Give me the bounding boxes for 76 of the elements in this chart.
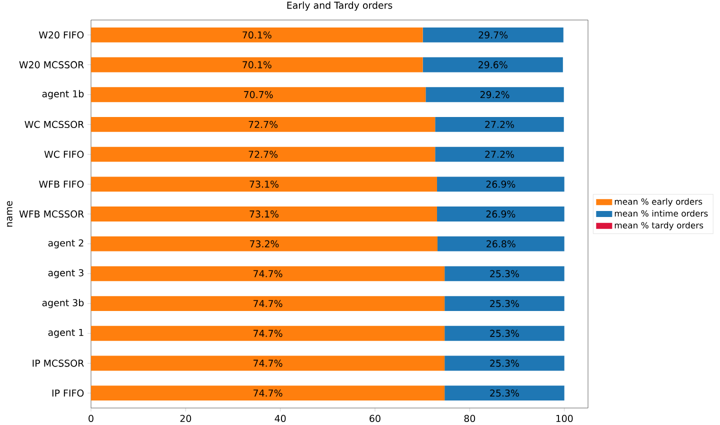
y-tick-label: IP FIFO — [52, 389, 84, 397]
bar — [422, 57, 563, 72]
data-label: 29.7% — [478, 31, 508, 39]
data-label: 73.1% — [250, 210, 279, 218]
y-tick-label: WFB FIFO — [39, 180, 84, 188]
bar — [91, 356, 445, 371]
y-tick-label: W20 MCSSOR — [19, 61, 84, 68]
data-label: 26.8% — [486, 240, 516, 248]
bar — [444, 266, 564, 282]
y-tick-label: WC FIFO — [44, 150, 84, 158]
x-tick-label: 0 — [88, 414, 94, 422]
x-tick-label: 40 — [274, 414, 286, 422]
legend-label: mean % intime orders — [614, 210, 708, 217]
bar — [426, 87, 564, 102]
data-label: 25.3% — [490, 360, 519, 367]
y-tick-label: W20 FIFO — [38, 31, 84, 39]
data-label: 73.1% — [250, 180, 279, 188]
data-label: 27.2% — [485, 120, 514, 128]
data-label: 72.7% — [248, 150, 278, 158]
legend-label: mean % early orders — [614, 198, 702, 206]
bar — [91, 236, 438, 252]
bar — [91, 146, 436, 162]
bar — [444, 386, 564, 401]
data-label: 74.7% — [254, 330, 282, 337]
data-label: 74.7% — [254, 360, 282, 367]
y-tick-label: WC MCSSOR — [24, 120, 84, 128]
bar — [444, 356, 564, 371]
data-label: 74.7% — [254, 389, 282, 397]
y-tick-label: agent 3b — [42, 298, 84, 308]
data-label: 26.9% — [486, 210, 516, 218]
bar — [437, 236, 564, 252]
y-tick-label: agent 1 — [48, 328, 84, 338]
data-label: 70.1% — [242, 31, 272, 39]
y-tick-label: WFB MCSSOR — [19, 210, 84, 218]
bar — [435, 146, 564, 162]
bar — [91, 27, 423, 42]
bar — [91, 326, 445, 341]
data-label: 25.3% — [490, 270, 519, 278]
data-label: 25.3% — [490, 330, 519, 337]
data-label: 70.1% — [242, 61, 272, 68]
x-tick-label: 80 — [464, 414, 476, 422]
bar — [444, 326, 564, 341]
y-axis-title: name — [6, 201, 12, 227]
bar — [91, 386, 445, 401]
bar — [437, 206, 564, 222]
bar — [91, 206, 438, 222]
bar — [91, 87, 426, 102]
x-tick-label: 100 — [556, 414, 573, 422]
data-label: 73.2% — [250, 240, 279, 248]
data-label: 27.2% — [485, 150, 514, 158]
bar — [422, 27, 564, 42]
y-tick-label: IP MCSSOR — [32, 360, 84, 367]
bar — [91, 117, 436, 132]
legend-label: mean % tardy orders — [614, 222, 704, 230]
x-tick-label: 60 — [370, 414, 380, 422]
data-label: 74.7% — [254, 270, 282, 278]
y-tick-label: agent 1b — [42, 90, 84, 100]
data-label: 29.2% — [480, 91, 510, 98]
data-label: 26.9% — [486, 180, 516, 188]
bar — [444, 296, 564, 312]
bar — [91, 176, 438, 192]
bar — [91, 296, 445, 312]
y-tick-label: agent 3 — [48, 269, 84, 278]
bar — [91, 266, 445, 282]
data-label: 25.3% — [490, 389, 519, 397]
x-tick-label: 20 — [180, 414, 192, 422]
data-label: 29.6% — [478, 61, 508, 68]
data-label: 25.3% — [490, 300, 519, 308]
bar — [91, 57, 423, 72]
data-label: 74.7% — [254, 300, 282, 308]
chart-title: Early and Tardy orders — [287, 2, 392, 11]
data-label: 70.7% — [244, 91, 273, 98]
bar — [435, 117, 564, 132]
data-label: 72.7% — [248, 120, 278, 128]
y-tick-label: agent 2 — [48, 239, 84, 248]
bar — [437, 176, 564, 192]
